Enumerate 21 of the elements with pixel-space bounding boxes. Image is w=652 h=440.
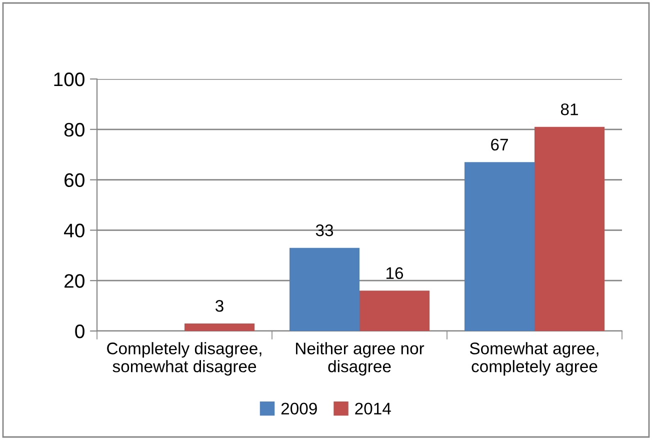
data-label: 3 bbox=[216, 300, 224, 312]
bar bbox=[360, 290, 430, 331]
data-label: 33 bbox=[316, 224, 334, 236]
bar bbox=[290, 248, 360, 331]
legend-label: 2014 bbox=[355, 402, 391, 415]
y-tick-label: 0 bbox=[75, 324, 84, 338]
y-tick-label: 80 bbox=[64, 122, 84, 137]
data-label: 67 bbox=[491, 138, 508, 151]
y-tick-label: 20 bbox=[64, 274, 84, 288]
x-tick-label: Somewhat agree, completely agree bbox=[470, 342, 598, 376]
data-label: 81 bbox=[560, 103, 578, 116]
y-tick-label: 100 bbox=[54, 72, 84, 86]
bar bbox=[534, 126, 604, 331]
x-tick-label: Neither agree nor disagree bbox=[296, 342, 424, 376]
bar bbox=[464, 162, 534, 331]
y-tick-label: 40 bbox=[64, 224, 84, 238]
x-tick-label: Completely disagree, somewhat disagree bbox=[107, 342, 262, 376]
y-tick-label: 60 bbox=[64, 173, 84, 188]
bar bbox=[184, 323, 254, 331]
legend-label: 2009 bbox=[281, 402, 317, 415]
data-label: 16 bbox=[386, 267, 404, 280]
